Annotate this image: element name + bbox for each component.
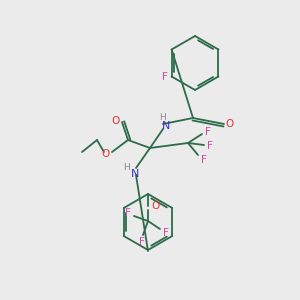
Text: F: F	[139, 237, 145, 247]
Text: N: N	[162, 121, 170, 131]
Text: F: F	[207, 141, 213, 151]
Text: F: F	[162, 73, 168, 82]
Text: O: O	[226, 119, 234, 129]
Text: O: O	[112, 116, 120, 126]
Text: N: N	[131, 169, 139, 179]
Text: F: F	[201, 155, 207, 165]
Text: H: H	[123, 163, 129, 172]
Text: F: F	[163, 228, 169, 238]
Text: H: H	[159, 112, 165, 122]
Text: O: O	[151, 201, 159, 211]
Text: O: O	[102, 149, 110, 159]
Text: F: F	[125, 208, 131, 218]
Text: F: F	[205, 127, 211, 137]
